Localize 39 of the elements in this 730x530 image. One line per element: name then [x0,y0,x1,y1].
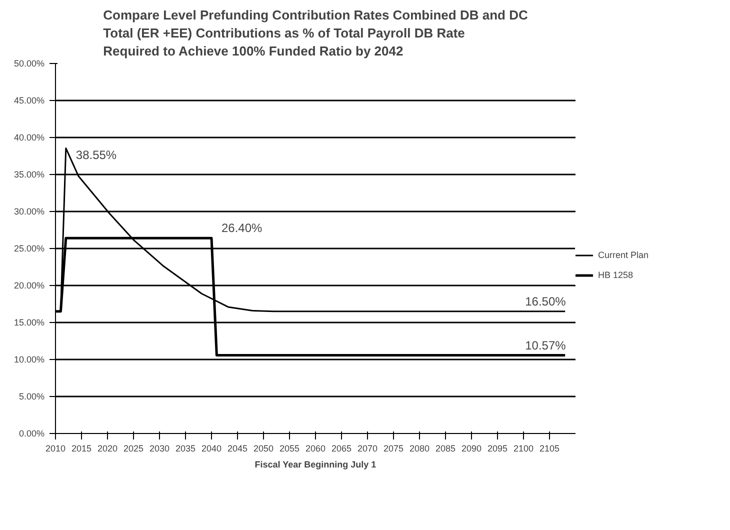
y-tick-label: 45.00% [14,96,45,106]
y-tick-label: 15.00% [14,318,45,328]
x-tick-label: 2010 [45,444,66,454]
y-tick-label: 50.00% [14,58,45,68]
y-tick-label: 25.00% [14,244,45,254]
x-tick-label: 2105 [539,444,560,454]
x-tick-label: 2015 [71,444,92,454]
annotation: 16.50% [525,294,566,308]
y-tick-label: 20.00% [14,280,45,290]
annotation: 38.55% [76,148,117,162]
x-tick-label: 2050 [253,444,274,454]
y-tick-label: 0.00% [18,428,45,438]
x-tick-label: 2080 [409,444,430,454]
y-tick-label: 40.00% [14,132,45,142]
annotation: 10.57% [525,338,566,352]
x-tick-label: 2065 [331,444,352,454]
x-tick-label: 2040 [201,444,222,454]
y-tick-label: 35.00% [14,170,45,180]
x-tick-label: 2055 [279,444,300,454]
chart-title: Compare Level Prefunding Contribution Rates Combined DB and DC Total (ER +EE) Contributions as % of Total Payroll DB Rate Required to Achieve 100% Funded Ratio by 2042 [103,8,528,58]
x-tick-label: 2030 [149,444,170,454]
x-tick-label: 2025 [123,444,144,454]
y-tick-label: 30.00% [14,206,45,216]
annotation: 26.40% [222,221,263,236]
y-tick-label: 10.00% [14,354,45,364]
legend-label: Current Plan [598,250,649,260]
x-tick-label: 2020 [97,444,118,454]
x-tick-label: 2070 [357,444,378,454]
x-tick-label: 2100 [513,444,534,454]
legend-label: HB 1258 [598,270,634,280]
x-tick-label: 2090 [461,444,482,454]
x-tick-label: 2075 [383,444,404,454]
x-tick-label: 2095 [487,444,508,454]
x-tick-label: 2060 [305,444,326,454]
x-axis-title: Fiscal Year Beginning July 1 [254,460,376,470]
x-tick-label: 2085 [435,444,456,454]
y-tick-label: 5.00% [18,392,45,402]
x-tick-label: 2035 [175,444,196,454]
x-tick-label: 2045 [227,444,248,454]
